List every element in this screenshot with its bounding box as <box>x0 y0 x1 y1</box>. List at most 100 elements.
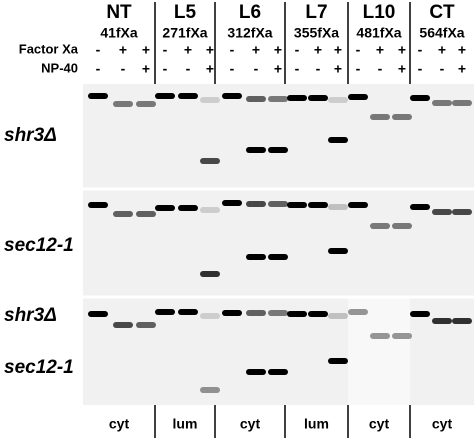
factor-xa-sign: + <box>376 42 384 58</box>
group-name: L7 <box>305 2 327 23</box>
factor-xa-sign: + <box>142 42 150 58</box>
row-label: NP-40 <box>41 60 78 75</box>
factor-xa-sign: + <box>252 42 260 58</box>
factor-xa-sign: - <box>230 42 235 58</box>
compartment-label: lum <box>173 416 198 432</box>
factor-xa-sign: + <box>458 42 466 58</box>
np40-sign: - <box>121 61 126 77</box>
band <box>410 204 430 210</box>
construct-label: 312fXa <box>227 25 272 41</box>
np40-sign: + <box>398 61 406 77</box>
band <box>88 311 108 317</box>
band <box>432 100 452 106</box>
band <box>432 318 452 324</box>
band <box>348 94 368 100</box>
np40-sign: + <box>142 61 150 77</box>
band <box>287 202 307 208</box>
band <box>268 96 288 102</box>
factor-xa-sign: + <box>119 42 127 58</box>
band <box>268 369 288 375</box>
band <box>200 158 220 164</box>
band <box>246 147 266 153</box>
band <box>222 93 242 99</box>
band <box>113 101 133 107</box>
band <box>200 387 220 393</box>
compartment-label: cyt <box>240 416 261 432</box>
np40-sign: + <box>458 61 466 77</box>
np40-sign: + <box>334 61 342 77</box>
band <box>222 310 242 316</box>
band <box>200 271 220 277</box>
np40-sign: - <box>163 61 168 77</box>
band <box>113 322 133 328</box>
band <box>432 209 452 215</box>
group-name: L5 <box>174 2 197 23</box>
np40-sign: + <box>274 61 282 77</box>
band <box>328 204 348 210</box>
construct-label: 564fXa <box>419 25 464 41</box>
np40-sign: - <box>230 61 235 77</box>
band <box>268 147 288 153</box>
panel-label: sec12-1 <box>4 235 74 256</box>
compartment-label: lum <box>304 416 329 432</box>
construct-label: 41fXa <box>100 25 138 41</box>
band <box>200 207 220 213</box>
factor-xa-sign: - <box>163 42 168 58</box>
band <box>178 205 198 211</box>
band <box>136 101 156 107</box>
construct-label: 481fXa <box>356 25 401 41</box>
band <box>452 209 472 215</box>
band <box>222 200 242 206</box>
group-name: CT <box>429 2 455 23</box>
band <box>308 202 328 208</box>
group-name: L10 <box>363 2 396 23</box>
band <box>370 223 390 229</box>
band <box>178 309 198 315</box>
band <box>410 311 430 317</box>
group-name: NT <box>106 2 132 23</box>
band <box>287 95 307 101</box>
factor-xa-sign: + <box>314 42 322 58</box>
band <box>268 310 288 316</box>
band <box>136 211 156 217</box>
band <box>246 369 266 375</box>
band <box>200 97 220 103</box>
blot-background <box>83 84 474 405</box>
band <box>88 202 108 208</box>
group-name: L6 <box>239 2 261 23</box>
factor-xa-sign: - <box>295 42 300 58</box>
band <box>136 322 156 328</box>
factor-xa-sign: + <box>184 42 192 58</box>
np40-sign: - <box>378 61 383 77</box>
np40-sign: - <box>316 61 321 77</box>
band <box>268 201 288 207</box>
band <box>246 254 266 260</box>
band <box>392 223 412 229</box>
factor-xa-sign: - <box>418 42 423 58</box>
band <box>348 202 368 208</box>
band <box>328 248 348 254</box>
band <box>246 310 266 316</box>
compartment-label: cyt <box>369 416 390 432</box>
band <box>328 137 348 143</box>
construct-label: 271fXa <box>162 25 207 41</box>
factor-xa-sign: + <box>398 42 406 58</box>
factor-xa-sign: - <box>356 42 361 58</box>
factor-xa-sign: + <box>206 42 214 58</box>
np40-sign: - <box>96 61 101 77</box>
factor-xa-sign: - <box>96 42 101 58</box>
band <box>392 114 412 120</box>
band <box>370 333 390 339</box>
blot-background <box>348 298 410 405</box>
np40-sign: + <box>206 61 214 77</box>
np40-sign: - <box>356 61 361 77</box>
band <box>452 318 472 324</box>
band <box>392 333 412 339</box>
factor-xa-sign: + <box>334 42 342 58</box>
band <box>155 309 175 315</box>
band <box>287 311 307 317</box>
band <box>328 358 348 364</box>
factor-xa-sign: + <box>274 42 282 58</box>
panel-label: shr3Δ <box>4 125 57 146</box>
compartment-label: cyt <box>109 416 130 432</box>
